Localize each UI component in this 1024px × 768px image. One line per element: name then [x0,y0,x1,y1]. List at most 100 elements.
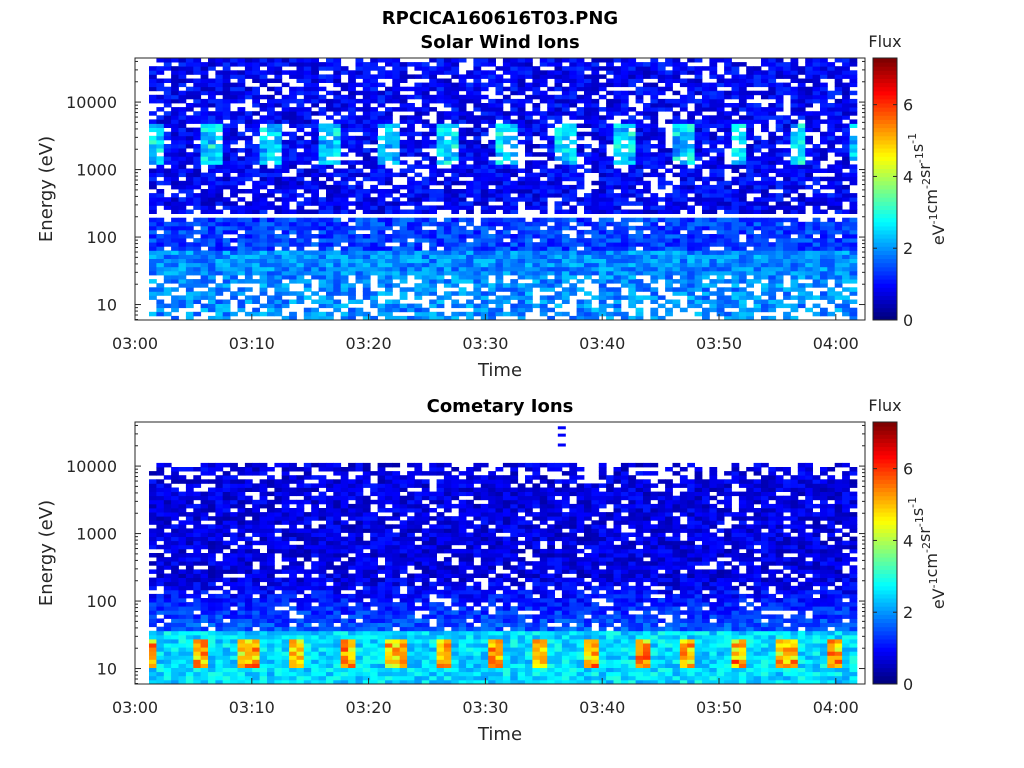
heatmap-cell [466,193,474,198]
heatmap-cell [746,115,754,120]
heatmap-cell [591,74,600,79]
heatmap-cell [178,209,187,214]
heatmap-cell [436,315,445,321]
heatmap-cell [466,98,474,104]
heatmap-cell [473,139,482,145]
heatmap-cell [333,144,342,149]
heatmap-cell [414,197,423,202]
heatmap-cell [849,279,858,284]
heatmap-cell [554,246,563,251]
heatmap-cell [178,184,187,190]
heatmap-cell [230,217,238,223]
heatmap-cell [267,131,275,137]
heatmap-cell [576,262,585,268]
heatmap-cell [244,139,253,145]
heatmap-cell [215,62,224,67]
heatmap-cell [348,135,356,141]
heatmap-cell [303,111,312,116]
heatmap-cell [318,209,327,214]
heatmap-cell [569,270,578,276]
heatmap-cell [738,160,747,165]
heatmap-cell [318,156,327,161]
heatmap-cell [178,70,187,75]
heatmap-cell [370,209,378,214]
heatmap-cell [768,78,777,83]
heatmap-cell [502,123,511,128]
heatmap-cell [370,139,378,145]
heatmap-cell [849,242,858,247]
heatmap-cell [274,74,283,79]
heatmap-cell [532,303,541,309]
heatmap-cell [348,307,356,313]
heatmap-cell [525,221,533,227]
heatmap-cell [547,103,555,108]
heatmap-cell [753,107,762,112]
heatmap-cell [451,311,460,317]
heatmap-cell [333,148,342,153]
heatmap-cell [178,197,187,202]
heatmap-cell [348,127,356,133]
heatmap-cell [731,148,740,153]
heatmap-cell [702,250,710,255]
heatmap-cell [215,283,224,288]
heatmap-cell [842,299,850,304]
heatmap-cell [834,70,843,75]
x-tick-label: 03:30 [462,334,508,353]
heatmap-cell [731,209,740,214]
heatmap-cell [517,180,526,186]
heatmap-cell [443,201,452,206]
heatmap-cell [414,315,423,321]
heatmap-cell [355,123,364,128]
heatmap-cell [702,307,710,313]
heatmap-cell [775,70,784,75]
heatmap-cell [716,94,725,100]
heatmap-cell [326,291,334,296]
heatmap-cell [348,299,356,304]
heatmap-cell [525,225,533,231]
heatmap-cell [480,119,489,124]
heatmap-cell [407,242,415,247]
heatmap-cell [606,254,614,259]
heatmap-cell [274,148,283,153]
heatmap-cell [281,197,290,202]
heatmap-cell [716,148,725,153]
heatmap-cell [576,94,585,100]
heatmap-cell [628,246,637,251]
heatmap-cell [525,119,533,124]
heatmap-cell [326,303,334,309]
heatmap-cell [738,307,747,313]
heatmap-cell [281,168,290,173]
heatmap-cell [156,262,165,268]
heatmap-cell [812,152,821,157]
heatmap-cell [576,180,585,186]
heatmap-cell [171,168,179,173]
heatmap-cell [517,266,526,272]
heatmap-cell [289,275,297,280]
heatmap-cell [414,189,423,194]
heatmap-cell [421,221,430,227]
heatmap-cell [318,160,327,165]
heatmap-cell [702,86,710,92]
heatmap-cell [480,225,489,231]
heatmap-cell [834,225,843,231]
heatmap-cell [584,131,592,137]
heatmap-cell [303,311,312,317]
heatmap-cell [554,139,563,145]
heatmap-cell [149,78,157,83]
heatmap-cell [200,152,209,157]
heatmap-cell [208,193,216,198]
heatmap-cell [628,238,637,243]
heatmap-cell [348,139,356,145]
heatmap-cell [665,242,673,247]
heatmap-cell [761,164,769,169]
heatmap-cell [731,74,740,79]
heatmap-cell [842,209,850,214]
heatmap-cell [709,70,718,75]
heatmap-cell [377,225,386,231]
heatmap-cell [724,242,732,247]
heatmap-cell [672,197,681,202]
colorbar-segment [873,221,897,227]
heatmap-cell [746,283,754,288]
heatmap-cell [797,209,806,214]
heatmap-cell [724,229,732,235]
